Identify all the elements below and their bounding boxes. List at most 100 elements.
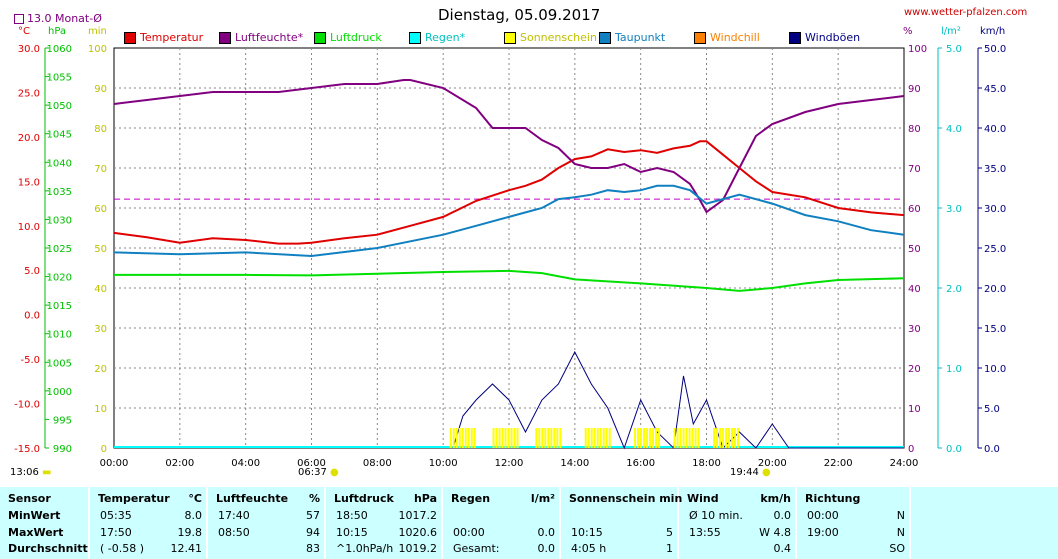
sunshine-bar [694, 428, 697, 448]
sunshine-bar [467, 428, 470, 448]
sunshine-bar [538, 428, 541, 448]
series-windböen-line [452, 350, 904, 450]
table-cell-time: 19:00 [807, 526, 839, 539]
sunshine-bar [495, 428, 498, 448]
rain-axis-tick: 5.0 [946, 44, 962, 55]
legend-item: Regen* [409, 31, 465, 44]
pressure-axis-tick: 990 [53, 444, 72, 455]
sunshine-bar [516, 428, 519, 448]
table-column-divider [324, 487, 326, 559]
sunshine-bar [605, 428, 608, 448]
table-header: Sonnenschein min [569, 492, 683, 505]
temp-axis-tick: -10.0 [14, 400, 40, 411]
table-cell-value: 0.0 [773, 509, 792, 522]
legend-label: Windchill [710, 31, 760, 44]
sunrise-icon: ● [330, 467, 339, 478]
wind-axis-tick: 35.0 [984, 164, 1006, 175]
sunshine-bar [688, 428, 691, 448]
sunshine-bar [716, 428, 719, 448]
sunshine-bar [501, 428, 504, 448]
sunshine-bar [458, 428, 461, 448]
series-luftdruck-line [114, 269, 905, 292]
legend-swatch [124, 31, 136, 44]
sunshine-bar [556, 428, 559, 448]
wind-axis-tick: 40.0 [984, 124, 1006, 135]
humidity-axis-tick: 40 [908, 284, 921, 295]
temp-axis-tick: -15.0 [14, 444, 40, 455]
sunshine-bar [498, 428, 501, 448]
table-cell-value: 1019.2 [398, 542, 438, 555]
sunshine-bar [593, 428, 596, 448]
table-header: Sensor [8, 492, 51, 505]
legend-item: Taupunkt [599, 31, 665, 44]
pressure-axis-tick: 1005 [47, 358, 72, 369]
rain-axis-tick: 0.0 [946, 444, 962, 455]
sunshine-bar [652, 428, 655, 448]
table-cell-value: 83 [306, 542, 320, 555]
sunshine-bar [637, 428, 640, 448]
sun-axis-tick: 100 [88, 44, 107, 55]
temp-axis-tick: -5.0 [20, 355, 40, 366]
legend-swatch [694, 31, 706, 44]
pressure-axis-tick: 1035 [47, 187, 72, 198]
sunset-icon: ● [762, 467, 771, 478]
sunshine-bar [547, 428, 550, 448]
table-cell-value: N [896, 526, 905, 539]
table-header: Luftfeuchte [216, 492, 289, 505]
x-tick-label: 02:00 [165, 458, 194, 469]
table-cell-value: 12.41 [170, 542, 203, 555]
table-cell-time: Gesamt: [453, 542, 500, 555]
table-cell-time: 18:50 [336, 509, 368, 522]
series-luftfeuchte-line [113, 79, 905, 214]
sunshine-bar [697, 428, 700, 448]
temp-axis-tick: 20.0 [18, 133, 40, 144]
sunshine-bar [535, 428, 538, 448]
table-cell-time: ^1.0hPa/h [336, 542, 394, 555]
sunshine-bar [725, 428, 728, 448]
table-cell-value: SO [889, 542, 905, 555]
table-cell-time: 00:00 [453, 526, 485, 539]
table-cell-value: 8.0 [184, 509, 203, 522]
table-header: Luftdruck [334, 492, 394, 505]
sun-axis-tick: 10 [94, 404, 107, 415]
table-cell-time: Ø 10 min. [689, 509, 743, 522]
sunshine-bar [722, 428, 725, 448]
sun-axis-tick: 20 [94, 364, 107, 375]
monthly-average-marker-icon [14, 14, 24, 24]
legend-item: Sonnenschein [504, 31, 597, 44]
sunshine-bar [649, 428, 652, 448]
site-link[interactable]: www.wetter-pfalzen.com [904, 7, 1028, 18]
sunshine-bar [658, 428, 661, 448]
wind-axis-tick: 15.0 [984, 324, 1006, 335]
sunshine-bar [731, 428, 734, 448]
sunshine-bar [713, 428, 716, 448]
rain-axis-tick: 1.0 [946, 364, 962, 375]
table-cell-value: 0.4 [773, 542, 792, 555]
rain-axis-tick: 4.0 [946, 124, 962, 135]
sunshine-bar [596, 428, 599, 448]
pressure-axis-tick: 1050 [47, 101, 72, 112]
x-tick-label: 14:00 [560, 458, 589, 469]
sunshine-bar [492, 428, 495, 448]
unit-hpa: hPa [48, 26, 67, 37]
humidity-axis-tick: 70 [908, 164, 921, 175]
legend-item: Luftfeuchte* [219, 31, 303, 44]
sunshine-bar [513, 428, 516, 448]
legend-label: Sonnenschein [520, 31, 597, 44]
x-tick-label: 22:00 [824, 458, 853, 469]
sunshine-bar [679, 428, 682, 448]
sunshine-bar [737, 428, 740, 448]
legend-item: Windböen [789, 31, 860, 44]
table-cell-value: 1020.6 [398, 526, 438, 539]
sunshine-bar [599, 428, 602, 448]
humidity-axis-tick: 90 [908, 84, 921, 95]
table-cell-time: 10:15 [571, 526, 603, 539]
unit-temp: °C [18, 26, 30, 37]
legend-item: Windchill [694, 31, 760, 44]
sunshine-bar [634, 428, 637, 448]
table-cell-time: 4:05 h [571, 542, 607, 555]
pressure-axis-tick: 1040 [47, 158, 72, 169]
legend-label: Regen* [425, 31, 466, 44]
sunshine-bar [559, 428, 562, 448]
sunshine-bar [640, 428, 643, 448]
